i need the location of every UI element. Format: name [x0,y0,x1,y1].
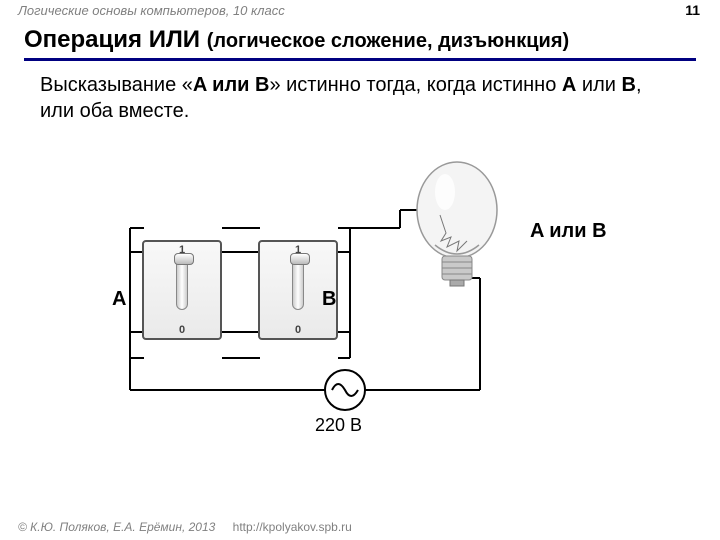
label-a: A [112,288,126,311]
def-t2: » истинно тогда, когда истинно [269,74,561,96]
def-b2: A [562,74,576,96]
def-b3: B [621,74,635,96]
voltage-label: 220 В [315,415,362,436]
def-t3: или [576,74,621,96]
circuit-diagram: 1 0 1 0 A B A или B 220 В [100,160,620,420]
copyright: © К.Ю. Поляков, Е.А. Ерёмин, 2013 [18,520,215,534]
slide-footer: © К.Ю. Поляков, Е.А. Ерёмин, 2013 http:/… [18,520,352,534]
course-name: Логические основы компьютеров, 10 класс [18,3,285,18]
page-number: 11 [685,2,700,18]
title-sub: (логическое сложение, дизъюнкция) [207,30,569,52]
switch-b-off-label: 0 [260,324,336,336]
definition-text: Высказывание «A или B» истинно тогда, ко… [40,72,680,124]
switch-a-off-label: 0 [144,324,220,336]
footer-url: http://kpolyakov.spb.ru [233,520,352,534]
def-t1: Высказывание « [40,74,193,96]
label-b: B [322,288,336,311]
slide-header: Логические основы компьютеров, 10 класс … [0,0,720,22]
def-b1: A или B [193,74,270,96]
label-out: A или B [530,220,650,243]
switch-b-lever [292,256,304,310]
switch-a: 1 0 [142,240,222,340]
switch-a-lever [176,256,188,310]
title-main: Операция ИЛИ [24,26,207,53]
bulb-icon [417,162,497,286]
slide-title: Операция ИЛИ (логическое сложение, дизъю… [24,26,696,61]
